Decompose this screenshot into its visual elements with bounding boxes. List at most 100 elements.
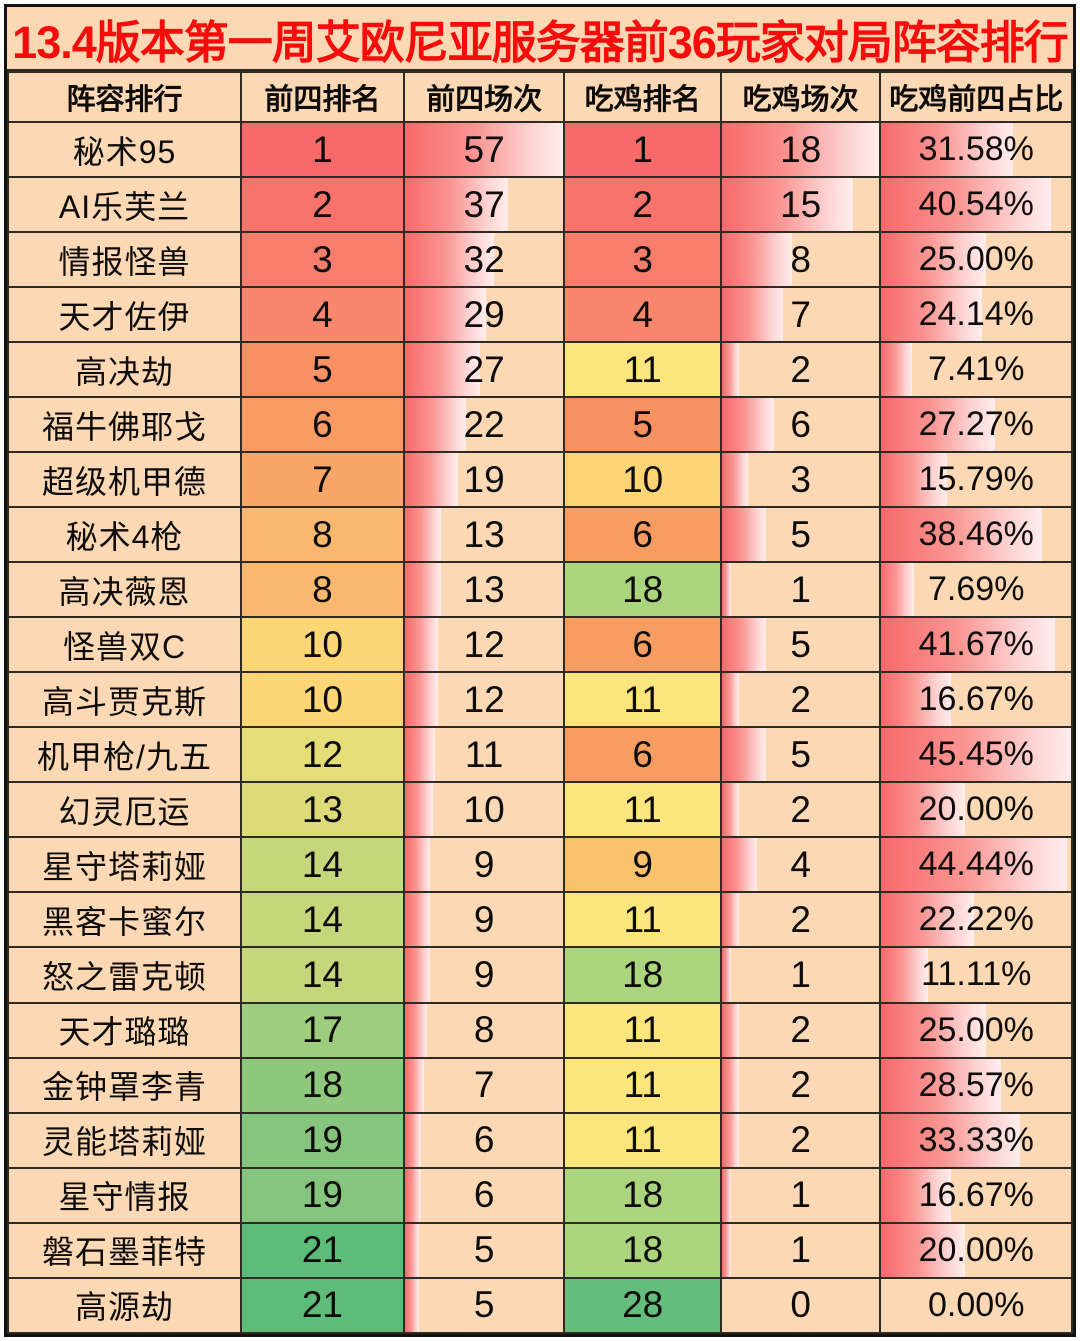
win-top4-ratio-value: 40.54%: [918, 185, 1034, 224]
composition-name: 磐石墨菲特: [7, 1221, 243, 1279]
win-top4-ratio-value: 41.67%: [918, 625, 1034, 664]
top4-rank-cell: 14: [240, 836, 405, 894]
top4-rank-cell: 3: [240, 231, 405, 289]
top4-games-value: 5: [473, 1284, 495, 1326]
win-games-cell: 7: [719, 286, 882, 344]
top4-games-value: 57: [463, 128, 505, 170]
win-top4-ratio-cell: 7.41%: [879, 341, 1073, 399]
top4-games-databar: [405, 1169, 422, 1221]
top4-games-value: 9: [473, 843, 495, 885]
top4-rank-cell: 13: [240, 781, 405, 839]
top4-games-databar: [405, 509, 441, 561]
top4-games-databar: [405, 1114, 422, 1166]
win-games-value: 5: [790, 733, 811, 775]
win-top4-ratio-cell: 20.00%: [879, 1221, 1073, 1279]
top4-games-cell: 5: [402, 1221, 566, 1279]
top4-games-value: 13: [463, 513, 505, 555]
top4-games-databar: [405, 289, 486, 341]
win-games-value: 1: [790, 1229, 811, 1271]
top4-rank-cell: 14: [240, 891, 405, 949]
win-games-value: 2: [790, 898, 811, 940]
top4-rank-cell: 5: [240, 341, 405, 399]
win-top4-ratio-cell: 31.58%: [879, 120, 1073, 179]
header-composition: 阵容排行: [7, 71, 243, 123]
top4-games-databar: [405, 839, 430, 891]
win-games-value: 5: [790, 513, 811, 555]
win-games-value: 8: [790, 238, 811, 280]
top4-games-databar: [405, 1279, 419, 1331]
table-row: 天才佐伊 4 29 4 7 24.14%: [7, 286, 1073, 344]
win-top4-ratio-value: 25.00%: [918, 1010, 1034, 1049]
win-games-cell: 2: [719, 1001, 882, 1059]
win-games-value: 5: [790, 623, 811, 665]
top4-rank-cell: 7: [240, 451, 405, 509]
win-games-databar: [722, 124, 879, 176]
win-top4-ratio-databar: [882, 344, 913, 396]
top4-games-databar: [405, 344, 480, 396]
top4-games-cell: 13: [402, 561, 566, 619]
win-top4-ratio-cell: 41.67%: [879, 616, 1073, 674]
composition-name: 天才璐璐: [7, 1001, 243, 1059]
top4-games-cell: 11: [402, 726, 566, 784]
table-row: 灵能塔莉娅 19 6 11 2 33.33%: [7, 1111, 1073, 1169]
win-rank-cell: 11: [563, 891, 722, 949]
composition-name: 星守情报: [7, 1166, 243, 1224]
win-top4-ratio-value: 38.46%: [918, 515, 1034, 554]
top4-games-cell: 29: [402, 286, 566, 344]
top4-rank-cell: 19: [240, 1111, 405, 1169]
win-games-value: 0: [790, 1284, 811, 1326]
win-top4-ratio-cell: 20.00%: [879, 781, 1073, 839]
header-win-top4-ratio: 吃鸡前四占比: [879, 71, 1073, 123]
composition-name: 高源劫: [7, 1276, 243, 1334]
win-top4-ratio-value: 24.14%: [918, 295, 1034, 334]
win-games-value: 2: [790, 348, 811, 390]
top4-rank-cell: 8: [240, 506, 405, 564]
top4-games-databar: [405, 784, 433, 836]
win-top4-ratio-databar: [882, 619, 1056, 671]
top4-games-databar: [405, 454, 458, 506]
top4-games-value: 27: [463, 348, 505, 390]
composition-name: 幻灵厄运: [7, 781, 243, 839]
top4-games-databar: [405, 674, 439, 726]
top4-games-cell: 7: [402, 1056, 566, 1114]
win-games-value: 4: [790, 843, 811, 885]
win-games-value: 2: [790, 678, 811, 720]
win-top4-ratio-value: 33.33%: [918, 1120, 1034, 1159]
win-top4-ratio-cell: 11.11%: [879, 946, 1073, 1004]
top4-games-databar: [405, 124, 563, 176]
win-games-databar: [722, 619, 766, 671]
win-top4-ratio-value: 25.00%: [918, 240, 1034, 279]
win-top4-ratio-databar: [882, 179, 1051, 231]
top4-games-cell: 19: [402, 451, 566, 509]
win-games-value: 3: [790, 458, 811, 500]
top4-games-databar: [405, 894, 430, 946]
win-games-databar: [722, 234, 792, 286]
header-top4-rank: 前四排名: [240, 71, 405, 123]
win-games-value: 2: [790, 788, 811, 830]
top4-rank-cell: 18: [240, 1056, 405, 1114]
win-top4-ratio-value: 20.00%: [918, 790, 1034, 829]
win-top4-ratio-value: 27.27%: [918, 405, 1034, 444]
win-top4-ratio-cell: 22.22%: [879, 891, 1073, 949]
win-top4-ratio-value: 44.44%: [918, 845, 1034, 884]
table-row: 怪兽双C 10 12 6 5 41.67%: [7, 616, 1073, 674]
top4-games-databar: [405, 619, 439, 671]
top4-games-value: 32: [463, 238, 505, 280]
composition-name: 高斗贾克斯: [7, 671, 243, 729]
win-games-databar: [722, 949, 731, 1001]
win-top4-ratio-databar: [882, 1224, 965, 1276]
win-rank-cell: 11: [563, 1001, 722, 1059]
composition-name: AI乐芙兰: [7, 176, 243, 234]
win-rank-cell: 11: [563, 671, 722, 729]
top4-games-databar: [405, 729, 436, 781]
win-games-cell: 1: [719, 946, 882, 1004]
win-rank-cell: 18: [563, 1221, 722, 1279]
win-games-cell: 5: [719, 616, 882, 674]
win-games-value: 1: [790, 568, 811, 610]
top4-rank-cell: 1: [240, 120, 405, 179]
win-games-cell: 0: [719, 1276, 882, 1334]
win-top4-ratio-databar: [882, 1004, 986, 1056]
top4-games-value: 12: [463, 678, 505, 720]
table-row: 情报怪兽 3 32 3 8 25.00%: [7, 231, 1073, 289]
top4-games-cell: 6: [402, 1166, 566, 1224]
